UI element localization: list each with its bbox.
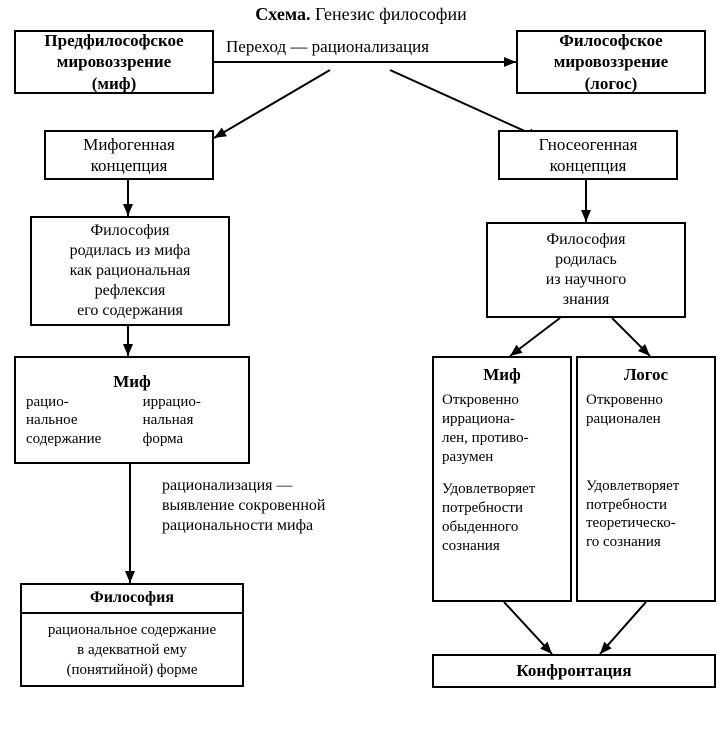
philo-body: рациональное содержание в адекватной ему…	[42, 614, 222, 687]
node-born-from-science: Философияродиласьиз научногознания	[486, 222, 686, 318]
label-transition: Переход — рационализация	[226, 36, 429, 57]
node-logos-right: Логос Откровенно рационален Удовлетворяе…	[576, 356, 716, 602]
l2-p2: Удовлетворяет потребности теоретическо- …	[582, 477, 710, 552]
title-prefix: Схема.	[255, 4, 310, 24]
node-confrontation: Конфронтация	[432, 654, 716, 688]
node-myth-right: Миф Откровенно иррациона- лен, противо- …	[432, 356, 572, 602]
m2-p2: Удовлетворяет потребности обыденного соз…	[438, 480, 566, 555]
node-prephilosophy: Предфилософскоемировоззрение(миф)	[14, 30, 214, 94]
myth-title: Миф	[22, 371, 242, 392]
diagram-stage: Схема. Генезис философии Предфилософское…	[0, 0, 722, 732]
node-philosophy: Философия рациональное содержание в адек…	[20, 583, 244, 687]
diagram-title: Схема. Генезис философии	[0, 4, 722, 25]
m2-title: Миф	[438, 364, 566, 385]
m2-p1: Откровенно иррациона- лен, противо- разу…	[438, 391, 566, 466]
l2-title: Логос	[582, 364, 710, 385]
node-born-from-myth: Философияродилась из мифакак рациональна…	[30, 216, 230, 326]
title-text: Генезис философии	[315, 4, 467, 24]
l2-p1: Откровенно рационален	[582, 391, 710, 429]
node-myth: Миф рацио- нальное содержание иррацио- н…	[14, 356, 250, 464]
label-rationalization: рационализация — выявление сокровенной р…	[162, 476, 325, 536]
myth-right: иррацио- нальная форма	[143, 393, 238, 449]
myth-left: рацио- нальное содержание	[26, 393, 121, 449]
node-mythogenic: Мифогеннаяконцепция	[44, 130, 214, 180]
node-philosophy-logos: Философскоемировоззрение(логос)	[516, 30, 706, 94]
philo-title: Философия	[22, 584, 242, 614]
node-gnoseogenic: Гносеогеннаяконцепция	[498, 130, 678, 180]
